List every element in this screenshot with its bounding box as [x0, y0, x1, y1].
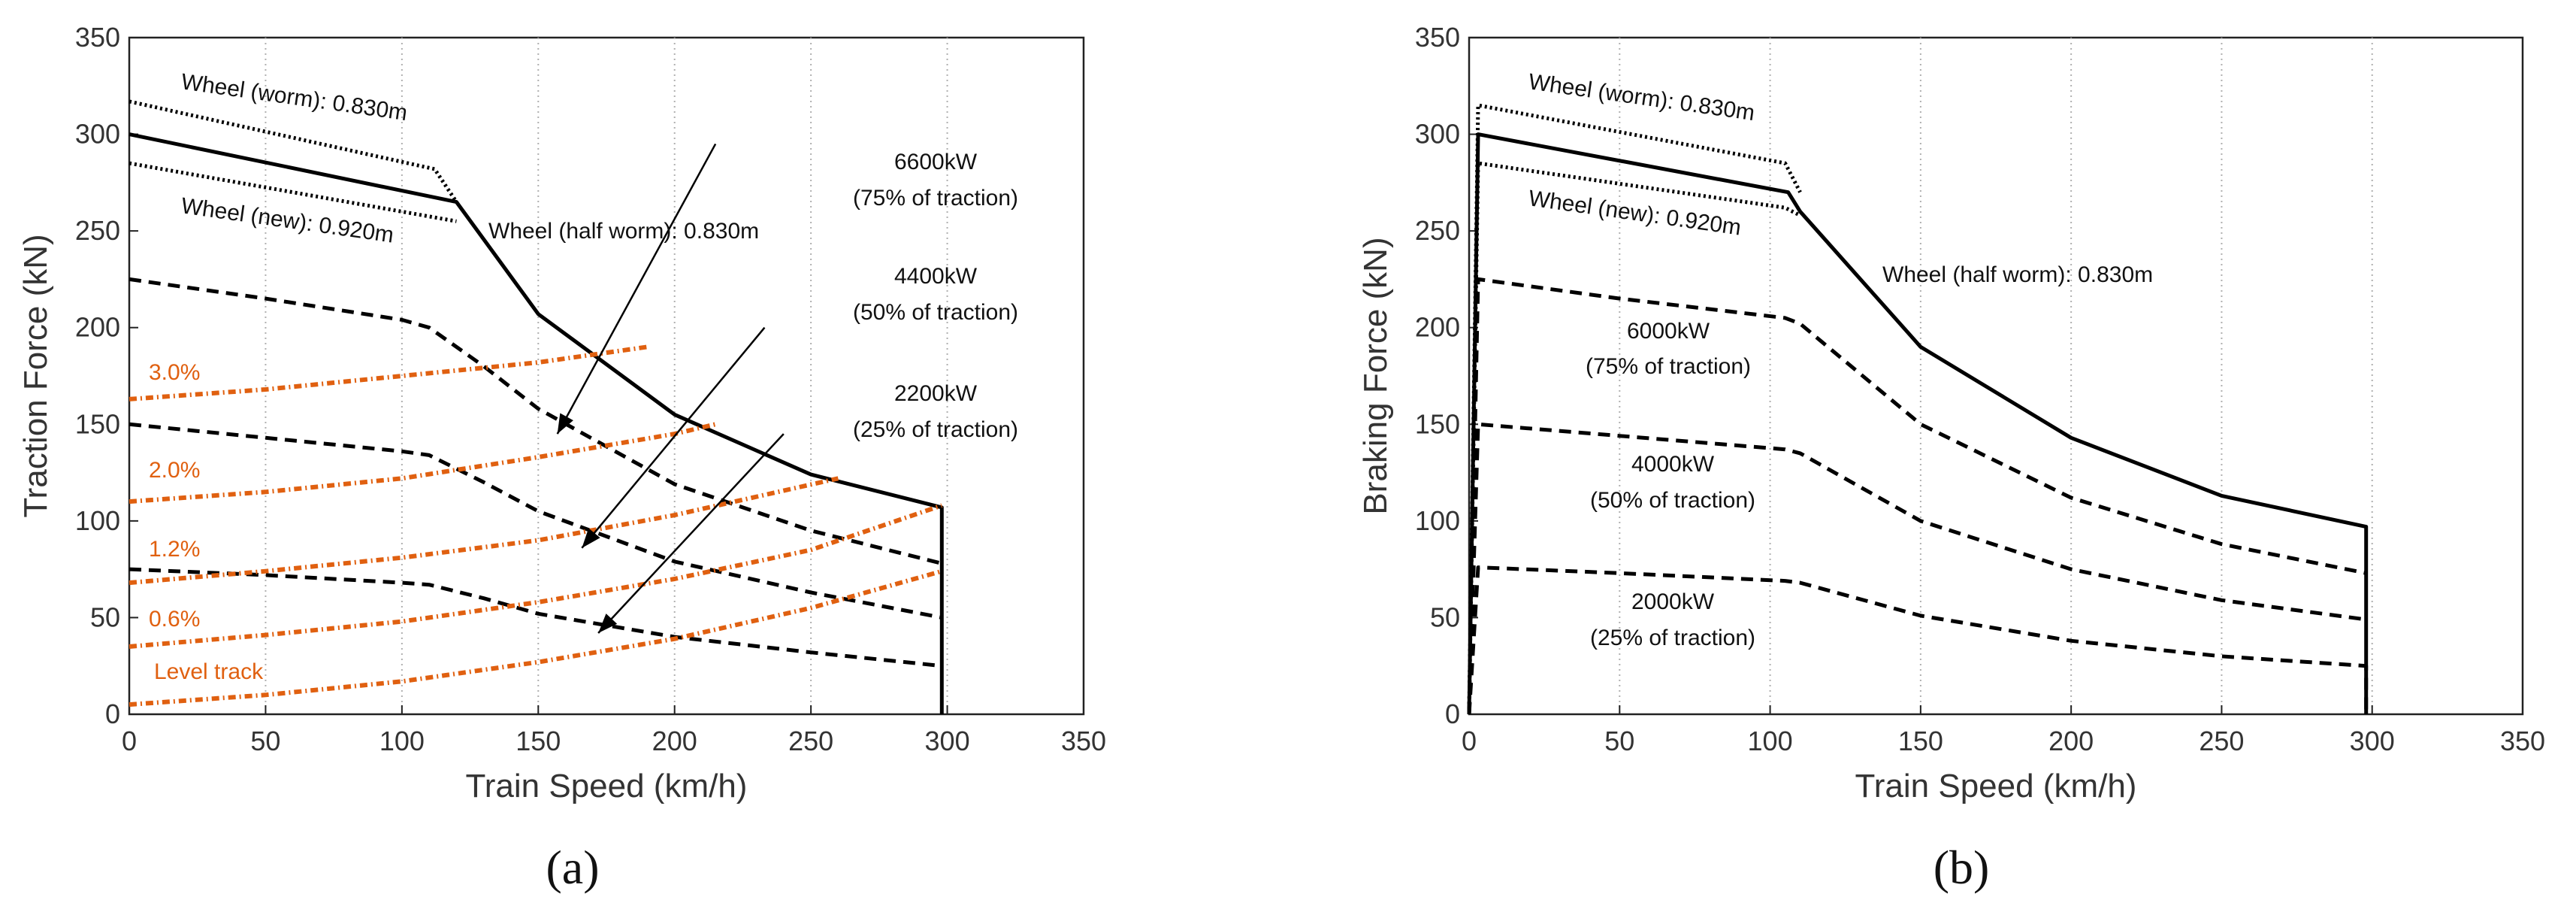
series-line-3-0	[128, 344, 648, 401]
label-2000kw-sub: (25% of traction)	[1590, 626, 1755, 650]
x-tick-label: 0	[122, 726, 137, 756]
label-wheel-new-a: Wheel (new): 0.920m	[180, 193, 395, 247]
series-line-6600kw-75-of-traction	[128, 277, 942, 565]
arrow-head	[557, 413, 573, 435]
label-4400kw: 4400kW	[894, 264, 978, 289]
plot-frame-a	[128, 36, 1085, 716]
x-tick-label: 200	[2048, 726, 2094, 756]
label-wheel-half-a: Wheel (half worm): 0.830m	[488, 219, 759, 244]
y-tick-label: 50	[1430, 601, 1460, 632]
series-line-wheel-worm-0-830m	[1467, 103, 1802, 715]
series-line-2000kw-25-of-traction	[1467, 565, 2369, 715]
series-line-wheel-half-worm-0-830m	[1467, 132, 2369, 715]
x-tick-label: 350	[2500, 726, 2545, 756]
label-grade-1-2: 1.2%	[149, 537, 200, 562]
x-tick-label: 250	[2199, 726, 2244, 756]
y-tick-label: 50	[90, 601, 120, 632]
y-tick-label: 200	[75, 312, 120, 343]
subfigure-label-a: (a)	[546, 841, 599, 894]
label-wheel-new-b: Wheel (new): 0.920m	[1527, 186, 1743, 240]
label-6600kw-sub: (75% of traction)	[853, 186, 1018, 211]
label-2200kw: 2200kW	[894, 381, 978, 406]
arrow-line	[597, 433, 785, 634]
label-6000kw-sub: (75% of traction)	[1586, 354, 1751, 379]
series-line-2-0	[128, 422, 716, 504]
series-line-4400kw-50-of-traction	[128, 422, 942, 620]
series-b	[1467, 103, 2369, 715]
label-4000kw-sub: (50% of traction)	[1590, 488, 1755, 513]
x-tick-label: 100	[1748, 726, 1793, 756]
y-tick-label: 100	[1415, 505, 1460, 536]
traction-force-chart: 0 50 100 150 200 250 300 350 0 50 100 150 200 250 300 3…	[17, 22, 1106, 894]
plot-frame-b	[1468, 36, 2524, 716]
y-tick-label: 300	[1415, 119, 1460, 150]
braking-force-chart: 0 50 100 150 200 250 300 350 0 50 100 150 200 250 300 3…	[1357, 22, 2545, 894]
series-line-4000kw-50-of-traction	[1467, 422, 2367, 715]
x-axis-label-a: Train Speed (km/h)	[466, 768, 748, 804]
label-wheel-worm-b: Wheel (worm): 0.830m	[1527, 69, 1756, 126]
x-tick-label: 200	[652, 726, 697, 756]
label-wheel-half-b: Wheel (half worm): 0.830m	[1882, 262, 2153, 287]
x-tick-label: 50	[250, 726, 280, 756]
series-line-wheel-worm-0-830m	[128, 99, 458, 203]
arrow-head	[598, 614, 618, 633]
label-6600kw: 6600kW	[894, 150, 978, 174]
x-tick-label: 350	[1061, 726, 1106, 756]
x-tick-label: 300	[2350, 726, 2395, 756]
label-6000kw: 6000kW	[1627, 319, 1710, 344]
label-2000kw: 2000kW	[1631, 589, 1715, 614]
x-tick-label: 100	[379, 726, 425, 756]
y-tick-label: 150	[75, 408, 120, 439]
series-a	[128, 99, 944, 714]
x-tick-label: 50	[1604, 726, 1634, 756]
grid-a	[265, 38, 948, 714]
x-tick-label: 150	[516, 726, 561, 756]
label-grade-2-0: 2.0%	[149, 458, 200, 483]
y-tick-label: 350	[75, 22, 120, 53]
x-tick-label: 300	[925, 726, 970, 756]
y-tick-label: 300	[75, 119, 120, 150]
label-grade-3-0: 3.0%	[149, 360, 200, 385]
x-tick-label: 150	[1898, 726, 1943, 756]
y-tick-label: 200	[1415, 312, 1460, 343]
y-tick-label: 250	[1415, 215, 1460, 246]
label-4400kw-sub: (50% of traction)	[853, 300, 1018, 325]
y-tick-label: 250	[75, 215, 120, 246]
y-tick-label: 0	[1445, 698, 1460, 729]
x-tick-label: 250	[788, 726, 833, 756]
y-tick-label: 150	[1415, 408, 1460, 439]
x-tick-label: 0	[1462, 726, 1477, 756]
series-line-2200kw-25-of-traction	[128, 567, 942, 668]
series-line-0-6	[128, 503, 943, 649]
y-tick-label: 0	[105, 698, 120, 729]
y-tick-label: 100	[75, 505, 120, 536]
arrow-line	[556, 143, 717, 435]
label-level-track: Level track	[154, 659, 264, 684]
x-axis-label-b: Train Speed (km/h)	[1855, 768, 2137, 804]
y-axis-label-a: Traction Force (kN)	[17, 234, 54, 517]
y-axis-label-b: Braking Force (kN)	[1357, 237, 1394, 514]
series-line-1-2	[128, 476, 839, 586]
arrow-head	[582, 528, 600, 548]
label-4000kw: 4000kW	[1631, 452, 1715, 477]
label-wheel-worm-a: Wheel (worm): 0.830m	[180, 69, 409, 126]
arrow-line	[581, 326, 766, 549]
series-line-level-track	[128, 568, 943, 707]
label-2200kw-sub: (25% of traction)	[853, 417, 1018, 442]
y-tick-label: 350	[1415, 22, 1460, 53]
label-grade-0-6: 0.6%	[149, 607, 200, 632]
ticks-b: 0 50 100 150 200 250 300 350 0 50 100 150 200 250 300 3…	[1415, 22, 2545, 756]
ticks-a: 0 50 100 150 200 250 300 350 0 50 100 150 200 250 300 3…	[75, 22, 1106, 756]
arrows-a	[556, 143, 785, 634]
subfigure-label-b: (b)	[1934, 841, 1990, 894]
